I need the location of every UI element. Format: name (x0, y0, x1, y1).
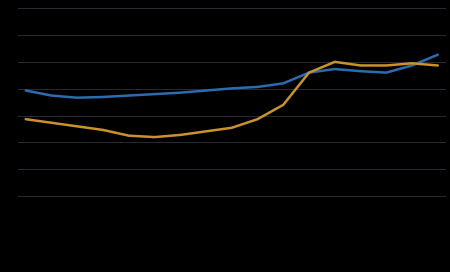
Legend: , : , (145, 265, 216, 272)
